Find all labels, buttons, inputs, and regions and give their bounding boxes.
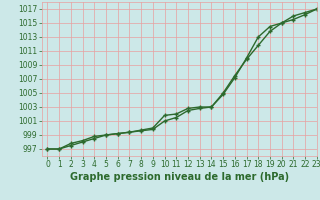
X-axis label: Graphe pression niveau de la mer (hPa): Graphe pression niveau de la mer (hPa) <box>70 172 289 182</box>
